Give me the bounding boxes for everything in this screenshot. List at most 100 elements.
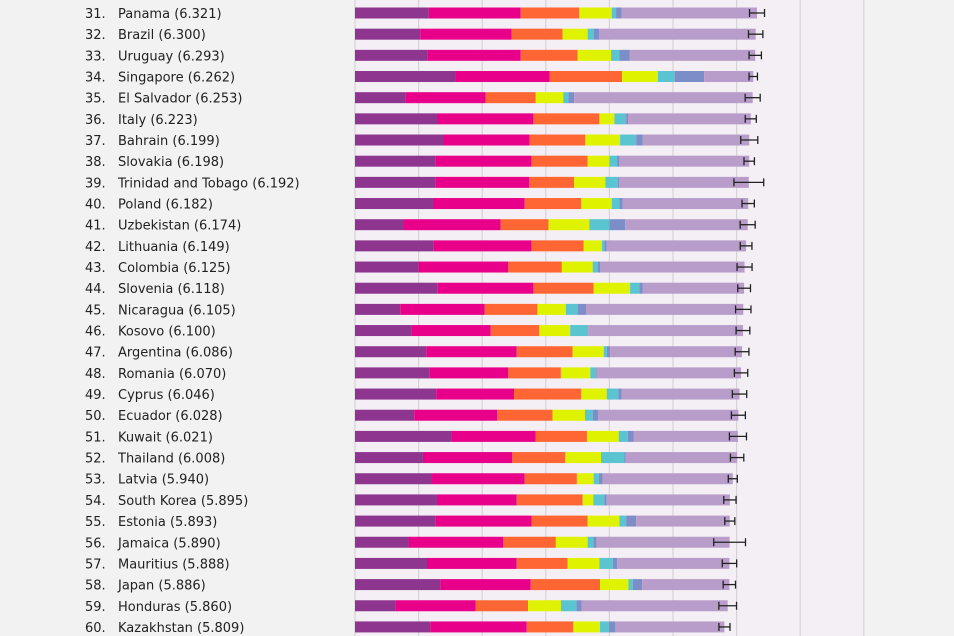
bar-segment-life-expectancy — [508, 261, 562, 273]
bar-segment-social-support — [395, 600, 476, 612]
rank-label: 43. — [85, 261, 106, 276]
bar-segment-generosity — [584, 409, 593, 421]
bar-segment-gdp — [355, 621, 431, 633]
rank-label: 32. — [85, 28, 106, 43]
bar-segment-gdp — [355, 7, 429, 19]
bar-segment-gdp — [355, 494, 437, 506]
country-label: Honduras (5.860) — [118, 600, 232, 615]
rank-label: 41. — [85, 219, 106, 234]
country-label: Brazil (6.300) — [118, 28, 206, 43]
rank-label: 54. — [85, 494, 106, 509]
country-label: Slovenia (6.118) — [118, 282, 225, 297]
bar-segment-corruption — [612, 557, 618, 569]
bar-segment-social-support — [405, 92, 486, 104]
bar-segment-gdp — [355, 155, 436, 167]
bar-segment-dystopia-residual — [585, 303, 744, 315]
country-label: Latvia (5.940) — [118, 473, 209, 488]
bar-segment-life-expectancy — [484, 303, 538, 315]
bar-segment-life-expectancy — [533, 113, 600, 125]
bar-segment-freedom — [593, 282, 631, 294]
bar-segment-generosity — [611, 7, 617, 19]
bar-segment-gdp — [355, 557, 427, 569]
bar-segment-dystopia-residual — [636, 515, 730, 527]
bar-segment-freedom — [548, 219, 590, 231]
bar-segment-dystopia-residual — [600, 261, 745, 273]
bar-segment-freedom — [580, 388, 607, 400]
bar-segment-corruption — [593, 28, 600, 40]
rank-label: 49. — [85, 388, 106, 403]
bar-segment-social-support — [437, 282, 534, 294]
bar-segment-dystopia-residual — [588, 325, 743, 337]
bar-segment-freedom — [576, 473, 594, 485]
bar-segment-generosity — [603, 346, 607, 358]
bar-segment-dystopia-residual — [622, 198, 749, 210]
bar-segment-generosity — [657, 71, 675, 83]
country-label: Kuwait (6.021) — [118, 430, 213, 445]
bar-segment-life-expectancy — [497, 409, 553, 421]
bar-segment-gdp — [355, 198, 433, 210]
bar-segment-dystopia-residual — [621, 388, 740, 400]
bar-segment-corruption — [636, 134, 643, 146]
rank-label: 53. — [85, 473, 106, 488]
bar-segment-social-support — [436, 113, 534, 125]
country-label: Japan (5.886) — [117, 579, 206, 594]
country-label: Uzbekistan (6.174) — [118, 219, 241, 234]
bar-segment-social-support — [440, 579, 531, 591]
country-label: Singapore (6.262) — [118, 71, 235, 86]
bar-segment-dystopia-residual — [610, 346, 743, 358]
bar-segment-gdp — [355, 388, 437, 400]
bar-segment-social-support — [422, 452, 513, 464]
bar-segment-dystopia-residual — [629, 49, 756, 61]
bar-segment-social-support — [429, 367, 509, 379]
rank-label: 37. — [85, 134, 106, 149]
bar-segment-social-support — [420, 28, 512, 40]
bar-segment-social-support — [443, 134, 530, 146]
country-label: Ecuador (6.028) — [118, 409, 223, 424]
country-label: Colombia (6.125) — [118, 261, 231, 276]
bar-segment-gdp — [355, 367, 430, 379]
bar-segment-gdp — [355, 176, 436, 188]
country-label: Poland (6.182) — [118, 198, 213, 213]
bar-segment-freedom — [599, 113, 615, 125]
bar-segment-social-support — [408, 536, 504, 548]
bar-segment-freedom — [582, 494, 594, 506]
rank-label: 34. — [85, 71, 106, 86]
bar-segment-social-support — [435, 155, 532, 167]
rank-label: 57. — [85, 557, 106, 572]
rank-label: 59. — [85, 600, 106, 615]
country-label: Thailand (6.008) — [117, 452, 225, 467]
bar-segment-corruption — [619, 198, 623, 210]
bar-segment-generosity — [600, 621, 609, 633]
bar-segment-corruption — [608, 621, 616, 633]
bar-segment-gdp — [355, 325, 412, 337]
country-label: Mauritius (5.888) — [118, 557, 230, 572]
bar-segment-corruption — [617, 176, 620, 188]
rank-label: 47. — [85, 346, 106, 361]
bar-segment-dystopia-residual — [615, 621, 725, 633]
bar-segment-life-expectancy — [508, 367, 561, 379]
bar-segment-social-support — [400, 303, 485, 315]
bar-segment-life-expectancy — [512, 452, 566, 464]
bar-segment-life-expectancy — [531, 240, 584, 252]
bar-segment-generosity — [592, 261, 598, 273]
bar-segment-life-expectancy — [516, 346, 573, 358]
bar-segment-dystopia-residual — [599, 28, 756, 40]
bar-segment-freedom — [555, 536, 588, 548]
bar-segment-freedom — [587, 155, 610, 167]
bar-segment-life-expectancy — [529, 134, 586, 146]
bar-segment-corruption — [604, 240, 607, 252]
bar-segment-dystopia-residual — [596, 536, 730, 548]
bar-segment-social-support — [436, 494, 517, 506]
bar-segment-corruption — [618, 388, 622, 400]
bar-segment-social-support — [432, 198, 525, 210]
bar-segment-dystopia-residual — [704, 71, 754, 83]
country-label: South Korea (5.895) — [118, 494, 248, 509]
bar-segment-social-support — [428, 7, 521, 19]
bar-segment-life-expectancy — [533, 282, 594, 294]
bar-segment-freedom — [539, 325, 571, 337]
bar-segment-social-support — [418, 261, 509, 273]
rank-label: 39. — [85, 176, 106, 191]
bar-segment-corruption — [626, 113, 629, 125]
bar-segment-life-expectancy — [520, 49, 578, 61]
bar-segment-gdp — [355, 134, 444, 146]
